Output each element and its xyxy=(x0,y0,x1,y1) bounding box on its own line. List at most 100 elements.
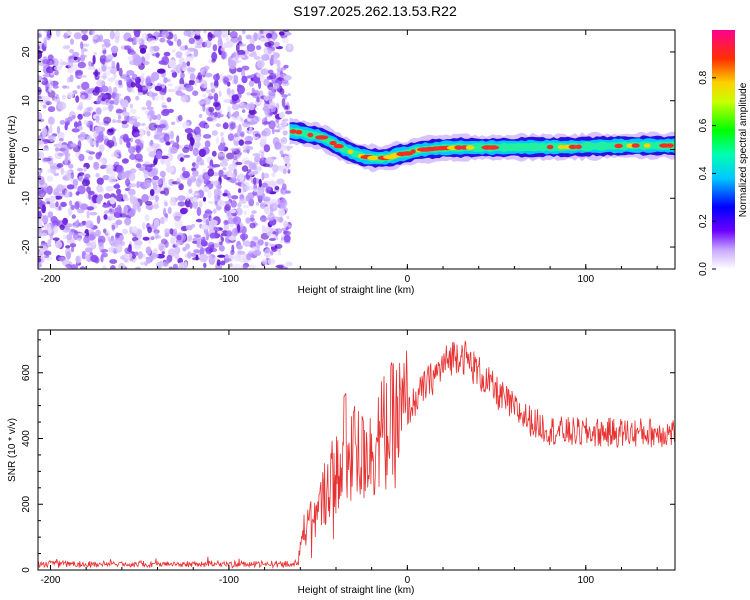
noise-speck xyxy=(229,176,237,184)
noise-speck xyxy=(179,77,185,86)
noise-speck xyxy=(146,130,151,137)
noise-speck xyxy=(129,226,133,235)
noise-speck xyxy=(223,219,229,226)
noise-speck xyxy=(230,37,239,44)
noise-speck xyxy=(226,152,235,160)
noise-speck xyxy=(58,205,62,211)
noise-speck xyxy=(260,203,264,208)
noise-speck xyxy=(204,72,213,78)
noise-speck xyxy=(223,98,232,104)
noise-speck xyxy=(285,261,293,267)
snr-frame xyxy=(37,329,676,571)
noise-speck xyxy=(106,164,114,171)
x-tick-label: -100 xyxy=(219,274,239,285)
x-tick-label: -100 xyxy=(219,575,239,586)
noise-speck xyxy=(269,73,277,80)
x-tick-label: -200 xyxy=(40,274,60,285)
noise-speck xyxy=(122,228,129,235)
noise-speck xyxy=(47,106,56,113)
noise-speck xyxy=(267,180,277,188)
noise-speck xyxy=(63,170,72,175)
noise-speck xyxy=(78,175,84,183)
noise-speck xyxy=(264,30,273,34)
noise-speck xyxy=(156,129,162,137)
noise-speck xyxy=(241,165,249,172)
noise-speck xyxy=(88,155,94,161)
noise-speck xyxy=(228,111,232,118)
noise-speck xyxy=(147,226,153,234)
noise-speck xyxy=(274,186,280,191)
noise-speck xyxy=(200,240,208,247)
noise-speck xyxy=(161,109,170,117)
noise-speck xyxy=(217,144,225,152)
noise-speck xyxy=(185,85,194,92)
noise-speck xyxy=(95,152,101,160)
noise-speck xyxy=(212,164,221,168)
noise-speck xyxy=(117,115,122,120)
noise-speck xyxy=(203,97,211,105)
noise-speck xyxy=(59,224,65,231)
noise-speck xyxy=(176,177,181,186)
noise-speck xyxy=(242,185,250,192)
noise-speck xyxy=(53,172,60,177)
ridge-hotspot xyxy=(568,144,578,150)
noise-speck xyxy=(278,31,285,36)
noise-speck xyxy=(235,161,243,166)
noise-speck xyxy=(47,79,54,89)
noise-speck xyxy=(178,183,184,191)
noise-speck xyxy=(226,230,233,237)
y-tick-label: 400 xyxy=(21,430,32,447)
x-tick-label: 100 xyxy=(577,274,594,285)
noise-speck xyxy=(187,234,193,242)
noise-speck xyxy=(144,52,150,61)
noise-speck xyxy=(118,67,123,77)
noise-speck xyxy=(193,249,201,254)
noise-speck xyxy=(127,56,134,61)
noise-speck xyxy=(66,233,73,241)
noise-speck xyxy=(259,215,267,223)
noise-speck xyxy=(92,55,96,65)
noise-speck xyxy=(222,150,227,158)
noise-speck xyxy=(229,263,233,268)
noise-speck xyxy=(220,30,229,38)
noise-speck xyxy=(78,153,85,162)
chart-title: S197.2025.262.13.53.R22 xyxy=(293,3,457,19)
noise-speck xyxy=(43,250,52,256)
noise-speck xyxy=(100,85,109,93)
noise-speck xyxy=(187,177,192,187)
ridge-inner-band xyxy=(289,126,675,163)
noise-speck xyxy=(108,175,117,184)
noise-speck xyxy=(176,135,180,144)
noise-speck xyxy=(202,94,207,98)
noise-speck xyxy=(271,127,275,135)
noise-speck xyxy=(165,141,171,146)
noise-speck xyxy=(153,218,160,228)
ridge-hotspot xyxy=(557,144,566,150)
noise-speck xyxy=(77,237,82,242)
noise-speck xyxy=(219,131,224,137)
noise-speck xyxy=(283,234,291,243)
noise-speck xyxy=(209,232,218,239)
noise-speck xyxy=(57,152,64,157)
noise-speck xyxy=(38,262,42,268)
noise-speck xyxy=(170,69,176,73)
noise-speck xyxy=(53,143,60,147)
noise-speck xyxy=(79,41,84,50)
noise-speck xyxy=(56,219,60,227)
noise-speck xyxy=(228,60,237,69)
noise-speck xyxy=(80,131,86,139)
noise-speck xyxy=(222,122,229,130)
noise-speck xyxy=(164,217,168,223)
ridge-hotspot xyxy=(289,129,297,134)
noise-speck xyxy=(145,256,152,260)
noise-speck xyxy=(163,51,171,57)
noise-speck xyxy=(139,47,147,54)
noise-speck xyxy=(101,65,107,72)
noise-speck xyxy=(262,106,270,112)
noise-speck xyxy=(194,82,197,86)
noise-speck xyxy=(101,252,108,258)
noise-speck xyxy=(171,71,178,78)
noise-speck xyxy=(123,76,131,82)
noise-speck xyxy=(213,30,222,38)
noise-speck xyxy=(258,30,265,35)
